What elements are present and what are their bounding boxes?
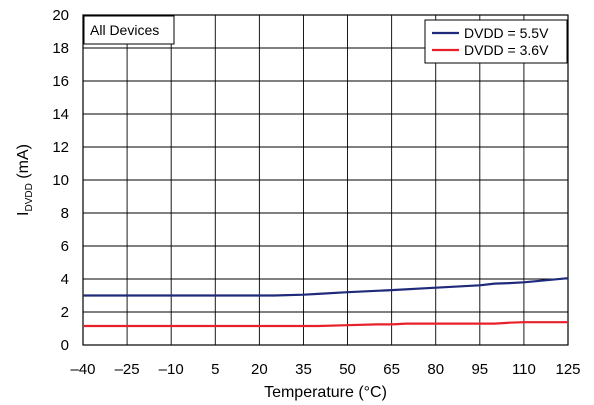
x-tick-label: 35 bbox=[295, 361, 312, 378]
legend-label: DVDD = 5.5V bbox=[464, 25, 549, 41]
x-axis-title: Temperature (°C) bbox=[264, 384, 387, 401]
x-tick-label: 20 bbox=[251, 361, 268, 378]
x-tick-label: 80 bbox=[427, 361, 444, 378]
y-tick-label: 18 bbox=[52, 40, 69, 57]
y-tick-label: 8 bbox=[61, 205, 69, 222]
x-tick-label: –10 bbox=[159, 361, 184, 378]
y-tick-label: 6 bbox=[61, 238, 69, 255]
annotation-box bbox=[83, 15, 175, 45]
x-tick-labels: –40 –25 –10 5 20 35 50 65 80 95 110 125 bbox=[70, 361, 580, 378]
y-tick-label: 2 bbox=[61, 304, 69, 321]
x-tick-label: 95 bbox=[471, 361, 488, 378]
y-tick-label: 4 bbox=[61, 271, 69, 288]
y-tick-label: 20 bbox=[52, 7, 69, 24]
grid bbox=[83, 15, 568, 345]
x-tick-label: 125 bbox=[555, 361, 580, 378]
series-line bbox=[83, 321, 568, 328]
y-tick-labels: 0 2 4 6 8 10 12 14 16 18 20 bbox=[52, 7, 69, 354]
y-tick-label: 12 bbox=[52, 139, 69, 156]
y-tick-label: 0 bbox=[61, 337, 69, 354]
x-tick-label: 110 bbox=[512, 361, 536, 378]
x-tick-label: –25 bbox=[115, 361, 140, 378]
series-layer bbox=[83, 277, 569, 328]
y-axis-title-unit: (mA) bbox=[15, 144, 32, 183]
y-tick-label: 10 bbox=[52, 172, 69, 189]
x-tick-label: 65 bbox=[383, 361, 400, 378]
y-tick-label: 16 bbox=[52, 73, 69, 90]
y-tick-label: 14 bbox=[52, 106, 69, 123]
legend-box bbox=[424, 19, 568, 64]
x-tick-label: 5 bbox=[211, 361, 219, 378]
plot-frame bbox=[82, 14, 569, 346]
x-tick-label: 50 bbox=[339, 361, 356, 378]
x-tick-label: –40 bbox=[70, 361, 95, 378]
legend-label: DVDD = 3.6V bbox=[464, 42, 549, 58]
y-axis-title-subscript: DVDD bbox=[24, 183, 35, 211]
annotation-text: All Devices bbox=[90, 22, 159, 38]
y-axis-title: IDVDD (mA) bbox=[15, 144, 35, 216]
y-axis-title-main: I bbox=[15, 212, 32, 216]
series-line bbox=[83, 277, 569, 297]
